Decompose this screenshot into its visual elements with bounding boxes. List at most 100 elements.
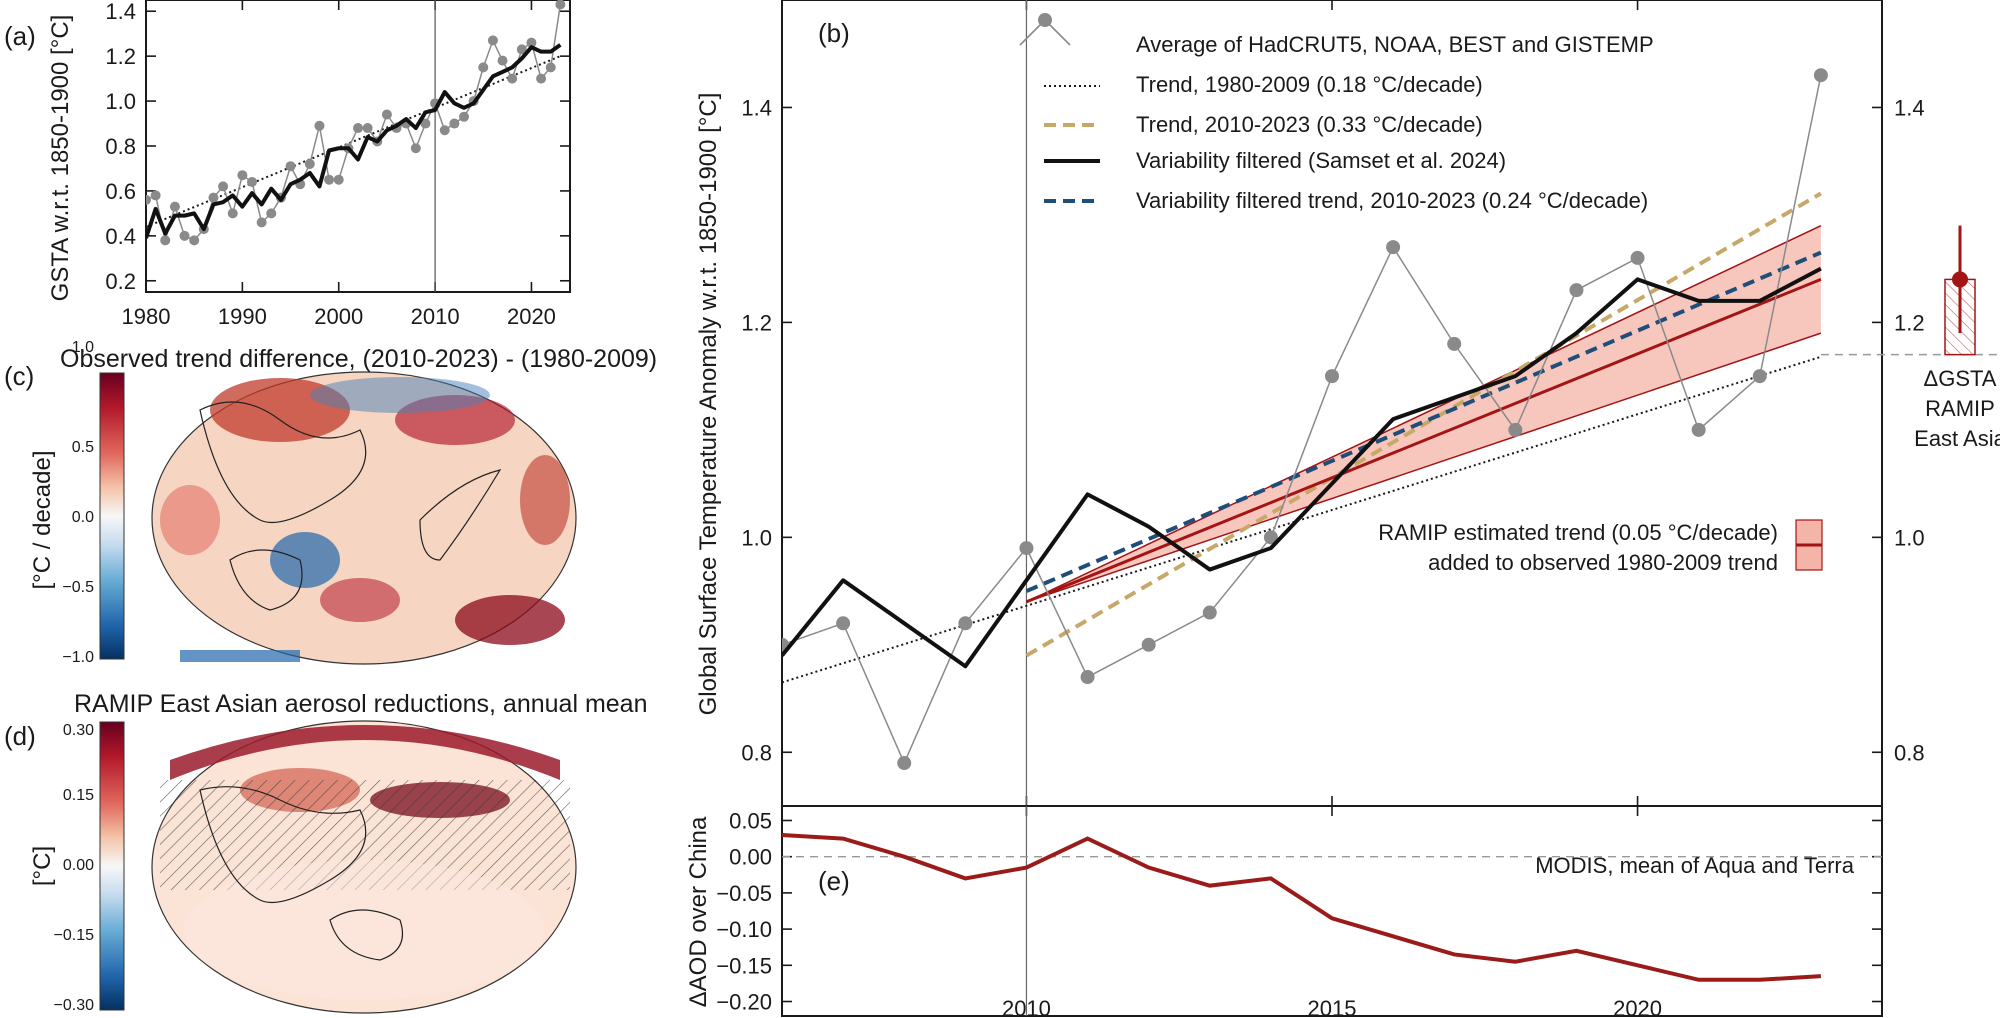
e-aod-line (782, 832, 1822, 982)
a-obs-point (218, 181, 229, 192)
legend-trend-late-label: Trend, 2010-2023 (0.33 °C/decade) (1136, 112, 1483, 137)
b-ytick-label: 0.8 (741, 740, 772, 765)
a-obs-point (526, 37, 537, 48)
panel-c-title: Observed trend difference, (2010-2023) -… (60, 345, 657, 373)
b-obs-point (1752, 369, 1767, 384)
panel-e-ylabel: ΔAOD over China (685, 816, 712, 1007)
b-obs-point (897, 756, 912, 771)
panel-a-x-ticks: 1980 1990 2000 2010 2020 (122, 0, 556, 329)
b-obs-point (1630, 250, 1645, 265)
a-obs-point (169, 201, 180, 212)
e-ytick-label: −0.20 (716, 990, 772, 1015)
panel-c: (c) Observed trend difference, (2010-202… (4, 339, 657, 666)
panel-a-ylabel: GSTA w.r.t. 1850-1900 [°C] (47, 15, 74, 302)
b-ytick-label-right: 1.2 (1894, 310, 1925, 335)
b-ytick-label-right: 1.0 (1894, 525, 1925, 550)
panel-b-ylabel: Global Surface Temperature Anomaly w.r.t… (695, 93, 722, 716)
colorbar-d-tick-2: 0.15 (63, 787, 94, 804)
panel-e: ΔAOD over China 0.05 0.00 −0.05 −0.10 −0.15 −… (685, 805, 1883, 1018)
a-obs-point (324, 174, 335, 185)
e-ytick-label: −0.10 (716, 917, 772, 942)
a-obs-point (516, 44, 527, 55)
panel-c-colorbar-ticks: 1.0 0.5 0.0 −0.5 −1.0 (62, 339, 94, 666)
b-obs-point (1447, 336, 1462, 351)
b-obs-point (1813, 68, 1828, 83)
colorbar-d-tick-4: −0.15 (54, 927, 95, 944)
b-ramip-band-lower (1026, 332, 1822, 603)
b-ytick-label: 1.0 (741, 525, 772, 550)
legend-trend-early-label: Trend, 1980-2009 (0.18 °C/decade) (1136, 72, 1483, 97)
e-ytick-label: 0.00 (729, 845, 772, 870)
a-ytick-label: 0.6 (105, 179, 136, 204)
a-obs-point (497, 55, 508, 66)
panel-a-y-ticks: 0.2 0.4 0.6 0.8 1.0 1.2 1.4 (105, 0, 570, 294)
panel-d: (d) RAMIP East Asian aerosol reductions,… (4, 690, 647, 1014)
panel-e-label: (e) (818, 866, 850, 896)
a-xtick-label: 1990 (218, 304, 267, 329)
e-xtick-label: 2015 (1308, 996, 1357, 1018)
b-filtered-line (782, 266, 1822, 669)
a-ytick-label: 0.2 (105, 269, 136, 294)
ramip-legend-line1: RAMIP estimated trend (0.05 °C/decade) (1378, 520, 1778, 545)
a-obs-point (314, 120, 325, 131)
a-trend_early-line (146, 55, 561, 228)
panel-d-label: (d) (4, 721, 36, 751)
inset-label-3: East Asia (1914, 426, 2000, 451)
b-ytick-label-right: 1.4 (1894, 95, 1925, 120)
a-obs-point (227, 208, 238, 219)
b-obs-point (1141, 637, 1156, 652)
legend-filtered-trend-label: Variability filtered trend, 2010-2023 (0… (1136, 188, 1648, 213)
panel-c-colorbar-label: [°C / decade] (29, 450, 56, 589)
legend-obs-label: Average of HadCRUT5, NOAA, BEST and GIST… (1136, 32, 1654, 57)
b-obs-point (1019, 541, 1034, 556)
legend-obs-marker (1038, 13, 1052, 27)
a-obs-point (555, 0, 566, 10)
b-obs-line (782, 75, 1822, 765)
a-obs-point (381, 109, 392, 120)
b-trend_early-line (782, 355, 1822, 684)
panel-e-x-ticks: 2010 2015 2020 (1002, 806, 1662, 1018)
a-ytick-label: 1.4 (105, 0, 136, 24)
b-obs-point (1325, 369, 1339, 384)
b-obs-point (1691, 422, 1706, 437)
a-xtick-label: 1980 (122, 304, 171, 329)
a-xtick-label: 2010 (411, 304, 460, 329)
a-obs-line (146, 4, 562, 242)
colorbar-d-tick-1: 0.30 (63, 722, 94, 739)
panel-c-colorbar (99, 372, 125, 660)
e-ytick-label: 0.05 (729, 808, 772, 833)
a-obs-point (545, 62, 556, 73)
a-ytick-label: 1.2 (105, 44, 136, 69)
colorbar-d-tick-3: 0.00 (63, 857, 94, 874)
panel-b-ramip-legend: RAMIP estimated trend (0.05 °C/decade) a… (1378, 519, 1823, 575)
b-ytick-label-right: 0.8 (1894, 740, 1925, 765)
a-obs-point (420, 118, 431, 129)
panel-b: Global Surface Temperature Anomaly w.r.t… (695, 0, 2000, 807)
a-obs-point (256, 217, 267, 228)
a-obs-point (362, 123, 373, 134)
panel-e-frame (781, 805, 1883, 1017)
a-obs-point (487, 35, 498, 46)
a-obs-point (478, 62, 489, 73)
a-obs-point (160, 235, 171, 246)
b-trend_late-line (1025, 191, 1822, 658)
b-ramip-line (1025, 278, 1822, 604)
a-filtered-line (146, 43, 562, 239)
panel-d-colorbar (99, 721, 125, 1011)
panel-d-colorbar-ticks: 0.30 0.15 0.00 −0.15 −0.30 (54, 722, 95, 1014)
panel-a-frame (145, 0, 571, 293)
panel-b-label: (b) (818, 18, 850, 48)
a-obs-point (304, 158, 315, 169)
a-obs-point (333, 174, 344, 185)
colorbar-c-tick-1: 1.0 (72, 339, 94, 356)
legend-filtered-label: Variability filtered (Samset et al. 2024… (1136, 148, 1506, 173)
b-ramip-band-upper (1026, 225, 1822, 603)
colorbar-c-tick-5: −1.0 (62, 649, 94, 666)
a-obs-point (266, 208, 277, 219)
a-ytick-label: 0.8 (105, 134, 136, 159)
b-obs-point (1569, 283, 1584, 298)
panel-b-legend: Average of HadCRUT5, NOAA, BEST and GIST… (1019, 13, 1654, 213)
a-obs-point (146, 194, 151, 205)
e-xtick-label: 2020 (1613, 996, 1662, 1018)
